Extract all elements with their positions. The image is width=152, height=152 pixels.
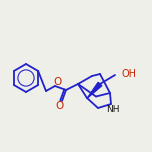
Text: O: O <box>55 101 63 111</box>
Text: NH: NH <box>106 105 119 114</box>
Text: OH: OH <box>122 69 137 79</box>
Polygon shape <box>87 82 102 98</box>
Text: O: O <box>53 77 61 87</box>
